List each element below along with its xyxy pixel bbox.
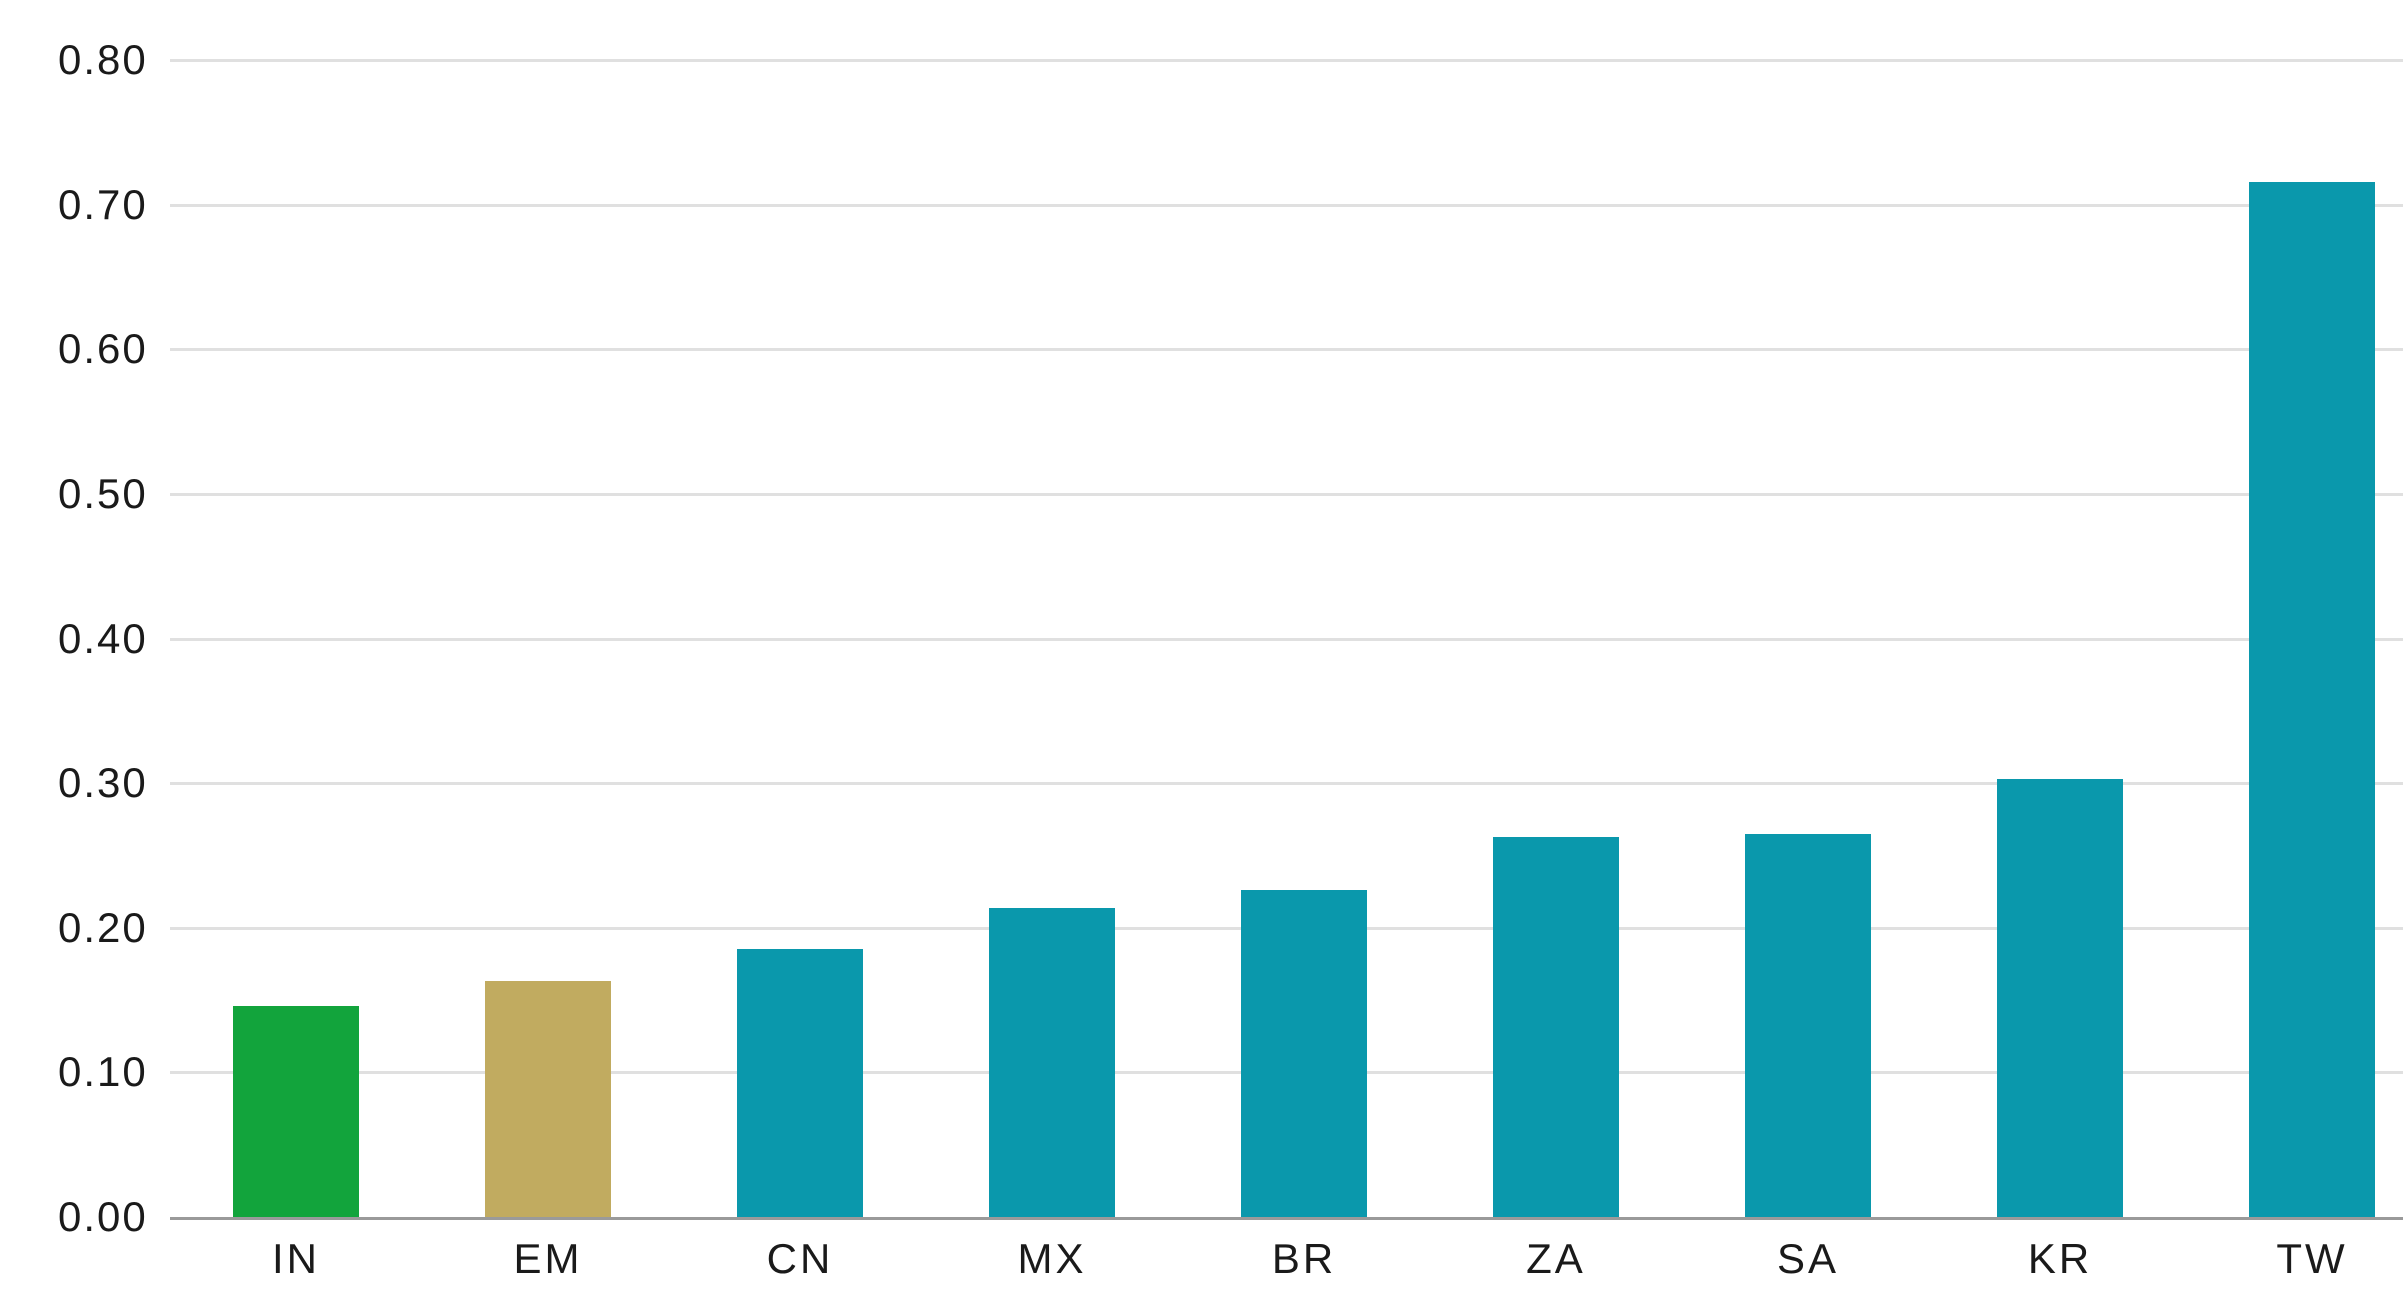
bar-br — [1241, 890, 1367, 1217]
y-tick-label: 0.60 — [58, 325, 148, 373]
x-tick-label-mx: MX — [1017, 1235, 1087, 1282]
bars-layer — [170, 60, 2403, 1217]
x-tick-label-za: ZA — [1526, 1235, 1586, 1282]
gridline-0.60 — [170, 348, 2403, 352]
x-tick-label-em: EM — [513, 1235, 583, 1282]
y-tick-label: 0.20 — [58, 903, 148, 951]
y-tick-label: 0.50 — [58, 469, 148, 517]
bar-slot-in — [170, 60, 422, 1217]
gridline-0.30 — [170, 782, 2403, 786]
x-tick-label-tw: TW — [2276, 1235, 2348, 1282]
bar-em — [485, 981, 611, 1217]
y-tick-label: 0.80 — [58, 36, 148, 83]
x-tick-label-br: BR — [1271, 1235, 1337, 1282]
bar-slot-kr — [1934, 60, 2186, 1217]
bar-in — [233, 1005, 359, 1217]
x-tick-label-in: IN — [272, 1235, 320, 1282]
y-tick-label: 0.70 — [58, 180, 148, 228]
bar-sa — [1745, 833, 1871, 1217]
bar-slot-za — [1430, 60, 1682, 1217]
bar-slot-br — [1178, 60, 1430, 1217]
x-tick-label-sa: SA — [1776, 1235, 1840, 1282]
bar-slot-sa — [1682, 60, 1934, 1217]
gridline-0.80 — [170, 59, 2403, 62]
x-axis-labels: IN EM CN MX BR ZA SA KR TW — [170, 1238, 2403, 1280]
bar-tw — [2249, 181, 2375, 1217]
gridline-0.70 — [170, 203, 2403, 207]
x-tick-label-kr: KR — [2027, 1235, 2093, 1282]
gridline-0.50 — [170, 492, 2403, 496]
bar-slot-tw — [2186, 60, 2403, 1217]
bar-kr — [1997, 778, 2123, 1217]
x-tick-label-cn: CN — [766, 1235, 834, 1282]
bar-za — [1493, 836, 1619, 1217]
bar-slot-mx — [926, 60, 1178, 1217]
y-tick-label: 0.40 — [58, 614, 148, 662]
bar-slot-em — [422, 60, 674, 1217]
bar-chart: 0.00 0.10 0.20 0.30 0.40 0.50 0.60 0.70 0.80 IN E… — [40, 16, 2403, 1315]
bar-slot-cn — [674, 60, 926, 1217]
y-tick-label: 0.10 — [58, 1048, 148, 1096]
y-tick-label: 0.30 — [58, 759, 148, 807]
plot-area — [170, 59, 2403, 1220]
bar-cn — [737, 949, 863, 1217]
gridline-0.40 — [170, 637, 2403, 641]
x-axis-baseline — [170, 1217, 2403, 1220]
bar-mx — [989, 907, 1115, 1217]
y-tick-label: 0.00 — [58, 1193, 148, 1240]
